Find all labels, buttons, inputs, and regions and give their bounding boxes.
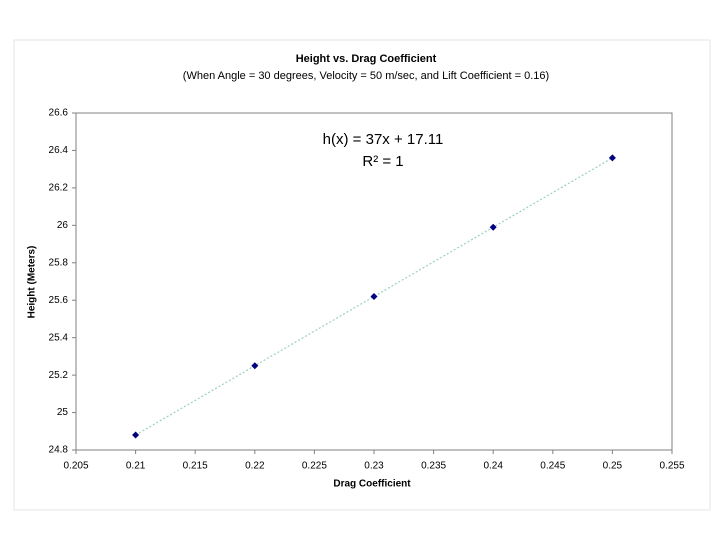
y-axis-label: Height (Meters)	[27, 246, 38, 319]
y-tick-label: 26.4	[49, 145, 69, 156]
x-tick-label: 0.22	[245, 461, 265, 472]
chart-frame	[13, 39, 711, 511]
y-tick-label: 25.2	[49, 370, 69, 381]
equation-annotation: h(x) = 37x + 17.11	[323, 131, 444, 148]
x-tick-label: 0.205	[63, 461, 88, 472]
x-axis-label: Drag Coefficient	[333, 479, 411, 490]
x-tick-label: 0.225	[302, 461, 327, 472]
data-point	[251, 362, 259, 370]
y-tick-label: 25.4	[49, 332, 69, 343]
y-tick-label: 25	[57, 407, 69, 418]
data-point	[489, 223, 497, 231]
chart-subtitle: (When Angle = 30 degrees, Velocity = 50 …	[183, 70, 549, 82]
x-tick-label: 0.245	[540, 461, 565, 472]
x-tick-label: 0.25	[603, 461, 623, 472]
y-tick-label: 25.8	[49, 257, 69, 268]
x-tick-label: 0.215	[183, 461, 208, 472]
data-point	[132, 431, 140, 439]
data-point	[608, 154, 616, 162]
y-tick-label: 26.2	[49, 183, 69, 194]
x-tick-label: 0.255	[659, 461, 684, 472]
x-tick-label: 0.23	[364, 461, 384, 472]
y-tick-label: 25.6	[49, 295, 69, 306]
x-tick-label: 0.24	[483, 461, 503, 472]
y-tick-label: 24.8	[49, 445, 69, 456]
x-tick-label: 0.21	[126, 461, 146, 472]
chart-title: Height vs. Drag Coefficient	[296, 53, 437, 65]
data-point	[370, 292, 378, 300]
x-tick-label: 0.235	[421, 461, 446, 472]
y-tick-label: 26.6	[49, 108, 69, 119]
r-squared-annotation: R² = 1	[362, 153, 403, 170]
y-tick-label: 26	[57, 220, 69, 231]
